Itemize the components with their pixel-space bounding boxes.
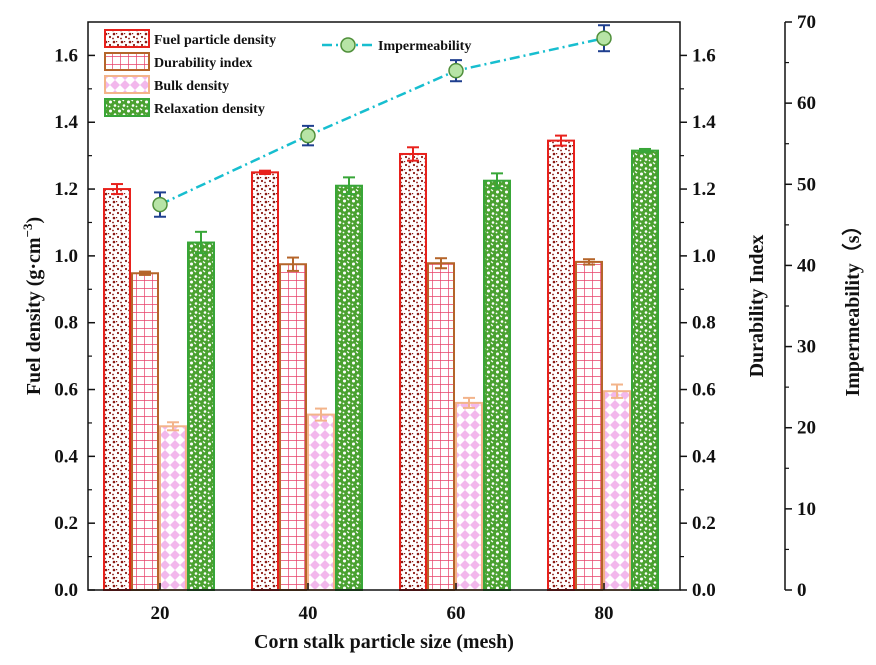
impermeability-point-40: [300, 127, 316, 144]
legend-label-bulk-density: Bulk density: [154, 79, 229, 94]
x-tick-label-80: 80: [595, 603, 614, 624]
impermeability-tick-label: 70: [797, 12, 816, 33]
durability-tick-label: 1.4: [692, 112, 716, 133]
y-left-title-sup: −3: [20, 223, 35, 237]
y-left-axis-title: Fuel density (g·cm−3): [20, 217, 45, 395]
bar-relaxation-density-40: [335, 184, 363, 591]
plot-area: [103, 24, 659, 592]
left-tick-label: 1.2: [54, 179, 78, 200]
bar-bulk-density-40: [307, 413, 335, 591]
durability-tick-label: 1.6: [692, 45, 716, 66]
durability-tick-label: 1.0: [692, 246, 716, 267]
bar-fuel-particle-density-40: [251, 171, 279, 591]
bar-bulk-density-20: [159, 425, 187, 591]
durability-axis-title: Durability Index: [746, 235, 768, 378]
axes: 0.0 0.2 0.4 0.6 0.8 1.0 1.2 1.4 1.6 0.0 0.2 0.4 0.6 0…: [20, 12, 864, 653]
bar-fuel-particle-density-80: [547, 139, 575, 592]
legend-swatch-durability-index: [104, 52, 150, 71]
impermeability-tick-label: 60: [797, 93, 816, 114]
legend-label-impermeability: Impermeability: [378, 39, 471, 54]
impermeability-point-20: [152, 196, 168, 213]
bar-bulk-density-60: [455, 401, 483, 591]
durability-tick-label: 1.2: [692, 179, 716, 200]
impermeability-tick-label: 20: [797, 418, 816, 439]
impermeability-point-60: [448, 62, 464, 79]
y-left-title-close: ): [23, 217, 45, 224]
left-tick-label: 0.2: [54, 513, 78, 534]
bar-relaxation-density-20: [187, 241, 215, 592]
bar-durability-index-40: [279, 263, 307, 591]
left-tick-label: 0.0: [54, 580, 78, 601]
impermeability-line: [159, 37, 605, 206]
left-tick-label: 0.6: [54, 380, 78, 401]
impermeability-tick-label: 30: [797, 337, 816, 358]
legend-label-fuel-particle-density: Fuel particle density: [154, 33, 276, 48]
y-left-title-main: Fuel density (g·cm: [23, 237, 45, 395]
legend-swatch-bulk-density: [104, 75, 150, 94]
legend-swatch-relaxation-density: [104, 98, 150, 117]
impermeability-point-80: [596, 30, 612, 46]
plot-frame: [87, 21, 681, 591]
durability-tick-label: 0.6: [692, 380, 716, 401]
x-tick-label-60: 60: [447, 603, 466, 624]
durability-tick-label: 0.2: [692, 513, 716, 534]
legend-marker-impermeability: [340, 37, 356, 53]
bar-bulk-density-80: [603, 390, 631, 592]
bar-fuel-particle-density-20: [103, 188, 131, 591]
impermeability-tick-label: 0: [797, 580, 807, 601]
durability-tick-label: 0.4: [692, 446, 716, 467]
impermeability-tick-label: 10: [797, 499, 816, 520]
bar-durability-index-60: [427, 262, 455, 591]
bar-fuel-particle-density-60: [399, 152, 427, 591]
bar-durability-index-80: [575, 260, 603, 591]
bar-relaxation-density-60: [483, 179, 511, 592]
x-axis-title: Corn stalk particle size (mesh): [254, 631, 514, 653]
durability-tick-label: 0.8: [692, 313, 716, 334]
legend: Fuel particle density Durability index Bul…: [104, 29, 471, 117]
x-tick-label-40: 40: [299, 603, 318, 624]
bar-durability-index-20: [131, 272, 159, 591]
left-tick-label: 1.6: [54, 45, 78, 66]
left-tick-label: 1.4: [54, 112, 78, 133]
impermeability-tick-label: 50: [797, 174, 816, 195]
durability-tick-label: 0.0: [692, 580, 716, 601]
impermeability-axis-title: Impermeability（s）: [841, 215, 864, 396]
legend-label-relaxation-density: Relaxation density: [154, 102, 265, 117]
left-tick-label: 1.0: [54, 246, 78, 267]
left-tick-label: 0.4: [54, 446, 78, 467]
x-tick-label-20: 20: [151, 603, 170, 624]
legend-label-durability-index: Durability index: [154, 56, 252, 71]
left-tick-label: 0.8: [54, 313, 78, 334]
bar-relaxation-density-80: [631, 149, 659, 592]
impermeability-tick-label: 40: [797, 255, 816, 276]
legend-swatch-fuel-particle-density: [104, 29, 150, 48]
